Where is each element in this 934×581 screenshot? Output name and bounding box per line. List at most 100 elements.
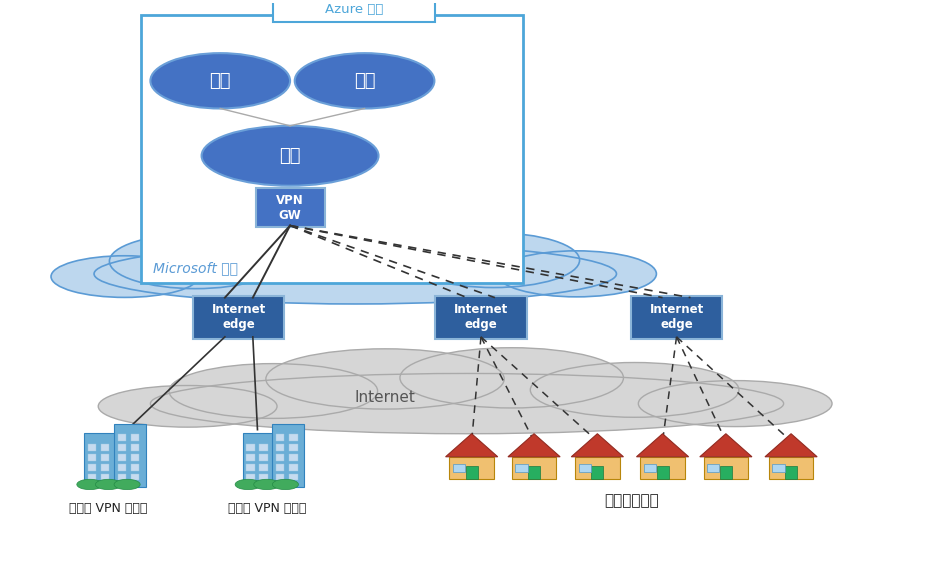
FancyBboxPatch shape bbox=[290, 474, 298, 480]
FancyBboxPatch shape bbox=[243, 433, 275, 487]
FancyBboxPatch shape bbox=[276, 474, 285, 480]
FancyBboxPatch shape bbox=[131, 434, 139, 441]
FancyBboxPatch shape bbox=[276, 454, 285, 461]
FancyBboxPatch shape bbox=[290, 444, 298, 451]
FancyBboxPatch shape bbox=[640, 457, 685, 479]
FancyBboxPatch shape bbox=[247, 464, 255, 471]
Text: 分支: 分支 bbox=[354, 72, 375, 90]
FancyBboxPatch shape bbox=[101, 444, 109, 451]
FancyBboxPatch shape bbox=[657, 466, 669, 479]
Polygon shape bbox=[508, 434, 560, 457]
FancyBboxPatch shape bbox=[516, 464, 528, 472]
Text: 已连接 VPN 的站点: 已连接 VPN 的站点 bbox=[69, 502, 148, 515]
FancyBboxPatch shape bbox=[247, 474, 255, 480]
FancyBboxPatch shape bbox=[256, 188, 324, 227]
FancyBboxPatch shape bbox=[630, 296, 722, 339]
FancyBboxPatch shape bbox=[575, 457, 620, 479]
FancyBboxPatch shape bbox=[84, 433, 116, 487]
Ellipse shape bbox=[273, 479, 299, 490]
FancyBboxPatch shape bbox=[88, 464, 96, 471]
Text: Internet
edge: Internet edge bbox=[649, 303, 703, 331]
FancyBboxPatch shape bbox=[453, 464, 465, 472]
FancyBboxPatch shape bbox=[449, 457, 494, 479]
Ellipse shape bbox=[190, 219, 386, 279]
Ellipse shape bbox=[150, 374, 784, 434]
Text: 中心: 中心 bbox=[279, 147, 301, 165]
FancyBboxPatch shape bbox=[260, 444, 268, 451]
Ellipse shape bbox=[300, 218, 485, 278]
FancyBboxPatch shape bbox=[118, 434, 126, 441]
Text: Internet: Internet bbox=[355, 390, 416, 406]
FancyBboxPatch shape bbox=[101, 474, 109, 480]
Text: 分支: 分支 bbox=[209, 72, 231, 90]
Polygon shape bbox=[572, 434, 624, 457]
FancyBboxPatch shape bbox=[118, 444, 126, 451]
FancyBboxPatch shape bbox=[118, 464, 126, 471]
Ellipse shape bbox=[400, 347, 624, 408]
Ellipse shape bbox=[94, 243, 616, 304]
FancyBboxPatch shape bbox=[274, 0, 435, 22]
Ellipse shape bbox=[202, 126, 378, 186]
Ellipse shape bbox=[77, 479, 103, 490]
Polygon shape bbox=[700, 434, 752, 457]
FancyBboxPatch shape bbox=[131, 474, 139, 480]
FancyBboxPatch shape bbox=[276, 434, 285, 441]
Ellipse shape bbox=[114, 479, 140, 490]
Ellipse shape bbox=[51, 256, 199, 297]
FancyBboxPatch shape bbox=[644, 464, 656, 472]
FancyBboxPatch shape bbox=[131, 454, 139, 461]
Ellipse shape bbox=[150, 53, 290, 109]
FancyBboxPatch shape bbox=[290, 434, 298, 441]
FancyBboxPatch shape bbox=[703, 457, 748, 479]
Ellipse shape bbox=[407, 233, 580, 288]
FancyBboxPatch shape bbox=[118, 474, 126, 480]
FancyBboxPatch shape bbox=[131, 444, 139, 451]
FancyBboxPatch shape bbox=[512, 457, 557, 479]
Ellipse shape bbox=[295, 53, 434, 109]
FancyBboxPatch shape bbox=[276, 464, 285, 471]
Text: Internet
edge: Internet edge bbox=[212, 303, 266, 331]
FancyBboxPatch shape bbox=[260, 464, 268, 471]
FancyBboxPatch shape bbox=[273, 424, 304, 487]
FancyBboxPatch shape bbox=[247, 454, 255, 461]
FancyBboxPatch shape bbox=[141, 15, 523, 282]
FancyBboxPatch shape bbox=[466, 466, 477, 479]
FancyBboxPatch shape bbox=[769, 457, 814, 479]
Ellipse shape bbox=[497, 251, 657, 297]
Ellipse shape bbox=[254, 479, 280, 490]
Text: Microsoft 主干: Microsoft 主干 bbox=[153, 261, 238, 275]
Polygon shape bbox=[636, 434, 688, 457]
FancyBboxPatch shape bbox=[528, 466, 540, 479]
Text: VPN
GW: VPN GW bbox=[276, 193, 304, 222]
FancyBboxPatch shape bbox=[435, 296, 527, 339]
FancyBboxPatch shape bbox=[88, 454, 96, 461]
FancyBboxPatch shape bbox=[290, 454, 298, 461]
Ellipse shape bbox=[531, 363, 739, 417]
Text: 已连接 VPN 的站点: 已连接 VPN 的站点 bbox=[228, 502, 306, 515]
Ellipse shape bbox=[169, 364, 377, 418]
Polygon shape bbox=[446, 434, 498, 457]
Text: 点到站点用户: 点到站点用户 bbox=[604, 493, 658, 508]
FancyBboxPatch shape bbox=[101, 464, 109, 471]
FancyBboxPatch shape bbox=[88, 444, 96, 451]
Text: Azure 区域: Azure 区域 bbox=[325, 3, 384, 16]
FancyBboxPatch shape bbox=[101, 454, 109, 461]
Ellipse shape bbox=[109, 234, 281, 289]
Text: Internet
edge: Internet edge bbox=[454, 303, 508, 331]
FancyBboxPatch shape bbox=[118, 454, 126, 461]
FancyBboxPatch shape bbox=[591, 466, 603, 479]
FancyBboxPatch shape bbox=[707, 464, 719, 472]
Polygon shape bbox=[765, 434, 817, 457]
FancyBboxPatch shape bbox=[772, 464, 785, 472]
FancyBboxPatch shape bbox=[785, 466, 797, 479]
FancyBboxPatch shape bbox=[260, 454, 268, 461]
FancyBboxPatch shape bbox=[290, 464, 298, 471]
Ellipse shape bbox=[98, 386, 277, 427]
FancyBboxPatch shape bbox=[720, 466, 732, 479]
FancyBboxPatch shape bbox=[131, 464, 139, 471]
Ellipse shape bbox=[235, 479, 262, 490]
Ellipse shape bbox=[638, 381, 832, 426]
Ellipse shape bbox=[266, 349, 504, 409]
FancyBboxPatch shape bbox=[260, 474, 268, 480]
FancyBboxPatch shape bbox=[579, 464, 591, 472]
